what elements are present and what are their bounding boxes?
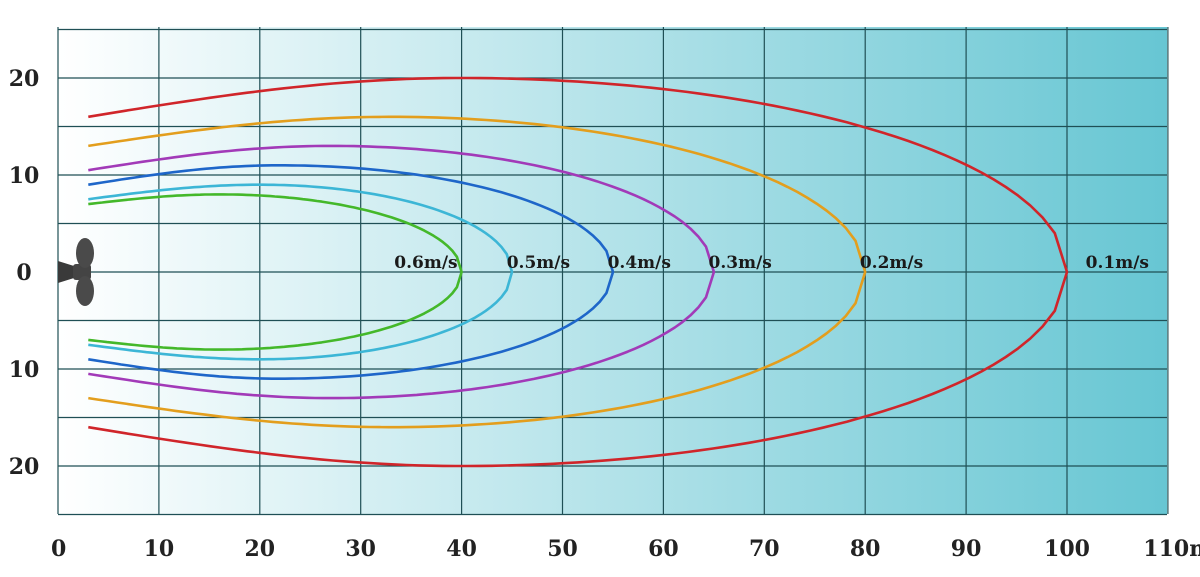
- x-tick-label: 80: [850, 536, 881, 562]
- velocity-curve: [88, 164, 615, 380]
- y-tick-label: 20: [9, 66, 40, 92]
- x-tick-label: 0: [51, 536, 66, 562]
- x-tick-label: 10: [144, 536, 175, 562]
- y-tick-label: 0: [16, 260, 31, 286]
- x-tick-label: 60: [648, 536, 679, 562]
- x-tick-label: 110m: [1143, 536, 1200, 562]
- curve-label: 0.4m/s: [608, 253, 671, 273]
- velocity-curves: [88, 76, 1069, 468]
- x-tick-label: 30: [345, 536, 376, 562]
- x-tick-label: 40: [446, 536, 477, 562]
- curve-label: 0.6m/s: [394, 253, 457, 273]
- y-tick-label: 10: [9, 163, 40, 189]
- y-axis-tick-labels: 20 10 0 10 20: [9, 66, 40, 480]
- x-tick-label: 20: [244, 536, 275, 562]
- curve-label: 0.2m/s: [860, 253, 923, 273]
- velocity-curve: [88, 193, 463, 351]
- curve-labels: 0.6m/s 0.5m/s 0.4m/s 0.3m/s 0.2m/s 0.1m/s: [394, 253, 1149, 273]
- curve-label: 0.1m/s: [1086, 253, 1149, 273]
- velocity-curve: [88, 115, 867, 429]
- curve-label: 0.3m/s: [709, 253, 772, 273]
- velocity-curve: [88, 76, 1069, 468]
- propeller-icon: [58, 238, 94, 306]
- x-axis-tick-labels: 0 10 20 30 40 50 60 70 80 90 100 110m: [51, 536, 1200, 562]
- x-tick-label: 70: [749, 536, 780, 562]
- x-tick-label: 90: [951, 536, 982, 562]
- y-tick-label: 10: [9, 357, 40, 383]
- velocity-curve: [88, 183, 514, 361]
- x-tick-label: 100: [1044, 536, 1090, 562]
- velocity-curve: [88, 144, 716, 400]
- x-tick-label: 50: [547, 536, 578, 562]
- y-tick-label: 20: [9, 454, 40, 480]
- curve-label: 0.5m/s: [507, 253, 570, 273]
